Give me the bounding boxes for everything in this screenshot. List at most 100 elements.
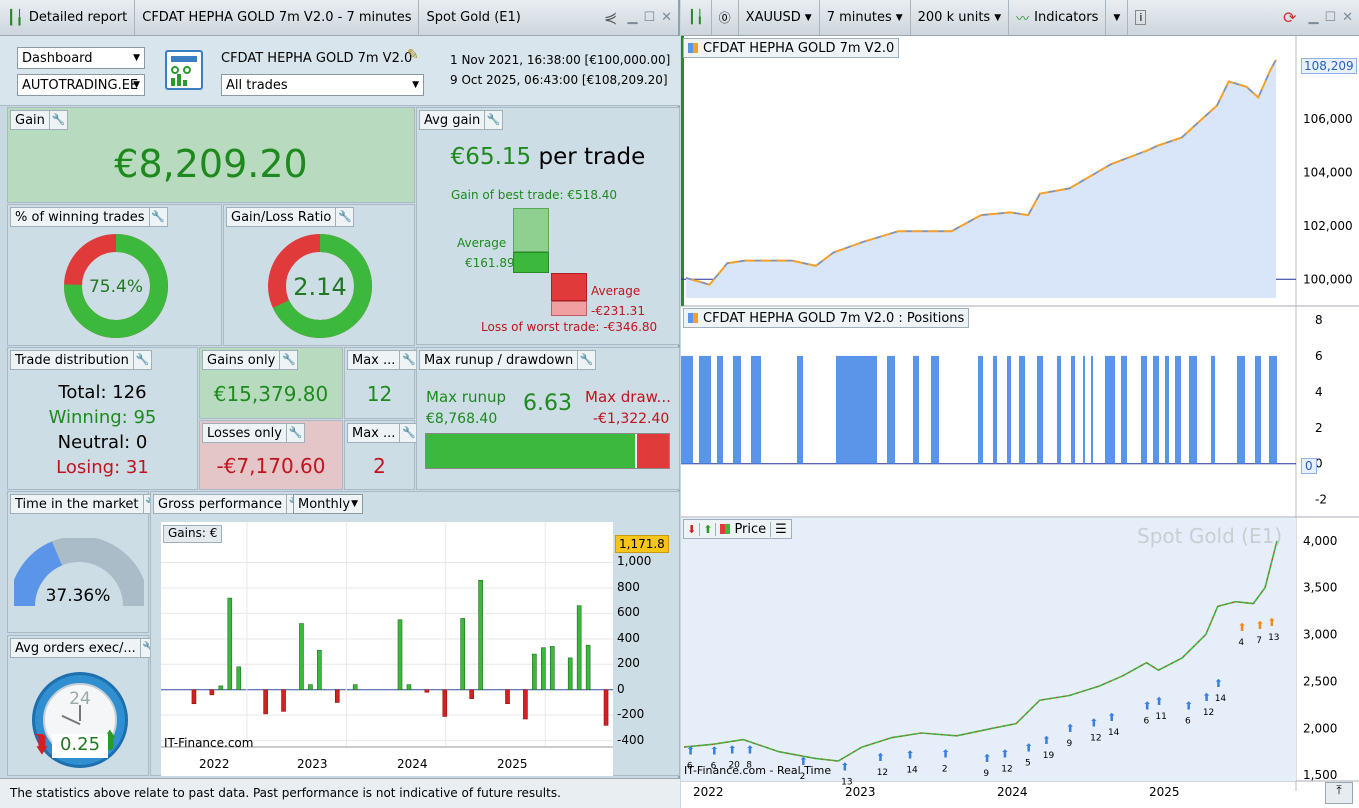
donut-green	[268, 234, 372, 338]
gains-only-value: €15,379.80	[213, 382, 329, 406]
avg-gain-tag: Avg gain 🔧	[419, 110, 504, 130]
list-icon[interactable]: ☰	[775, 521, 787, 537]
trade-count-label: 20	[728, 761, 740, 771]
max-wins-value: 12	[366, 382, 393, 406]
scroll-to-end-button[interactable]: ⤒	[1325, 782, 1353, 804]
position-block	[699, 355, 711, 464]
price-y-tick: 1,500	[1303, 768, 1337, 782]
trade-distribution-tile: Trade distribution 🔧 Total: 126 Winning: …	[7, 347, 198, 490]
close-icon[interactable]: ✕	[1342, 10, 1353, 25]
wrench-icon[interactable]: 🔧	[399, 424, 417, 442]
report-icon[interactable]	[165, 50, 203, 90]
positions-y-tick: -2	[1315, 493, 1327, 507]
instrument-icon-cell[interactable]: ⓪	[712, 0, 739, 35]
gp-bar	[603, 689, 609, 726]
gauge-fill	[14, 541, 63, 607]
indicators-button[interactable]: 〰 Indicators	[1009, 0, 1107, 35]
timeframe-select[interactable]: 7 minutes ▼	[820, 0, 911, 35]
runup-drawdown-bar	[425, 433, 670, 469]
trade-arrow-icon: ⬆	[1065, 722, 1074, 735]
units-select[interactable]: 200 k units ▼	[911, 0, 1010, 35]
share-icon[interactable]: ⋞	[604, 8, 618, 27]
avg-orders-value: 0.25	[52, 734, 108, 758]
losses-only-tag: Losses only 🔧	[202, 423, 305, 443]
buy-arrow-icon[interactable]: ⬆	[700, 522, 717, 536]
detailed-report-tab[interactable]: ┃╽ Detailed report	[0, 0, 136, 35]
runup-value: €8,768.40	[426, 411, 498, 427]
maximize-icon[interactable]: ☐	[643, 10, 656, 25]
trade-count-label: 14	[906, 765, 918, 775]
runup-fill	[426, 434, 638, 468]
winning-trades: Winning: 95	[48, 407, 157, 428]
wrench-icon[interactable]: 🔧	[279, 351, 297, 369]
wrench-icon[interactable]: 🔧	[399, 351, 417, 369]
gp-bar	[585, 644, 591, 691]
max-losses-tag: Max ... 🔧	[347, 423, 419, 443]
gp-y-tick: 0	[617, 681, 625, 696]
trade-count-label: 11	[1155, 712, 1166, 722]
close-icon[interactable]: ✕	[661, 10, 672, 25]
gp-bar	[424, 689, 430, 693]
indicators-dropdown[interactable]: ▼	[1106, 0, 1129, 35]
candles-icon: ┃╽	[7, 9, 24, 26]
wrench-icon[interactable]: 🔧	[577, 351, 595, 369]
gp-bar	[281, 689, 286, 712]
gp-bar	[532, 653, 537, 691]
view-select[interactable]: Dashboard ▼	[17, 47, 145, 69]
wrench-icon[interactable]: 🔧	[132, 351, 151, 369]
wrench-icon[interactable]: 🔧	[285, 424, 304, 442]
losses-only-tile: Losses only 🔧 -€7,170.60	[199, 420, 343, 490]
runup-tag: Max runup / drawdown 🔧	[419, 350, 597, 370]
info-icon: i	[1135, 10, 1147, 25]
equity-line-orange	[685, 59, 1277, 286]
gp-y-tick: 400	[617, 630, 640, 645]
minimize-icon[interactable]: ▁	[1308, 10, 1319, 25]
minimize-icon[interactable]: ▁	[627, 10, 638, 25]
edit-icon[interactable]: ✎	[407, 47, 419, 63]
account-select[interactable]: AUTOTRADING.EE ▼	[17, 74, 145, 96]
trade-arrow-icon: ⬆	[799, 755, 808, 768]
time-in-market-tile: Time in the market🔧 37.36%	[7, 491, 162, 633]
avg-loss-bar	[551, 273, 587, 301]
trade-arrow-icon: ⬆	[1000, 747, 1009, 760]
gp-bar	[397, 619, 403, 691]
positions-zero-label: 0	[1301, 458, 1317, 474]
gp-y-tick: 200	[617, 656, 640, 671]
position-block	[993, 355, 997, 464]
wrench-icon[interactable]: 🔧	[335, 208, 353, 226]
period-select[interactable]: Monthly ▼	[293, 494, 363, 514]
trade-arrow-icon: ⬆	[1184, 700, 1193, 713]
trade-count-label: 6	[1144, 717, 1150, 727]
arrow-down-red-icon: ⮯	[34, 730, 49, 758]
avg-orders-tile: Avg orders exec/...🔧 24 ⮯ ⮭ 0.25	[7, 635, 159, 776]
wrench-icon[interactable]: 🔧	[48, 111, 67, 129]
sync-icon[interactable]: ⟳	[1283, 8, 1297, 27]
wrench-icon[interactable]: 🔧	[148, 208, 167, 226]
trade-count-label: 6	[1185, 717, 1191, 727]
gp-bar	[541, 647, 546, 691]
sell-arrow-icon[interactable]: ⬇	[684, 522, 701, 536]
gp-bar	[299, 623, 304, 691]
maximize-icon[interactable]: ☐	[1324, 10, 1337, 25]
trade-arrow-icon: ⬆	[1143, 700, 1152, 713]
gp-y-tick: -400	[617, 732, 645, 747]
trade-count-label: 9	[1066, 739, 1072, 749]
info-button[interactable]: i	[1128, 0, 1153, 35]
position-block	[1037, 355, 1043, 464]
positions-y-tick: 6	[1315, 349, 1323, 363]
price-y-tick: 2,000	[1303, 721, 1337, 735]
gain-loss-ratio-value: 2.14	[293, 273, 347, 301]
trade-arrow-icon: ⬆	[727, 744, 736, 757]
gp-bar	[505, 689, 510, 705]
trades-select[interactable]: All trades ▼	[221, 74, 424, 96]
clock-number: 24	[69, 689, 91, 709]
candles-tab[interactable]: ┃╽	[681, 0, 712, 35]
gain-tile: Gain 🔧 €8,209.20	[7, 107, 415, 203]
gp-bar	[478, 579, 483, 691]
wrench-icon[interactable]: 🔧	[484, 111, 502, 129]
losses-only-value: -€7,170.60	[216, 454, 326, 478]
active-panel-marker	[681, 36, 684, 306]
symbol-select[interactable]: XAUUSD ▼	[739, 0, 820, 35]
equity-y-tick: 106,000	[1303, 112, 1353, 126]
price-x-label: 2025	[1149, 785, 1180, 799]
